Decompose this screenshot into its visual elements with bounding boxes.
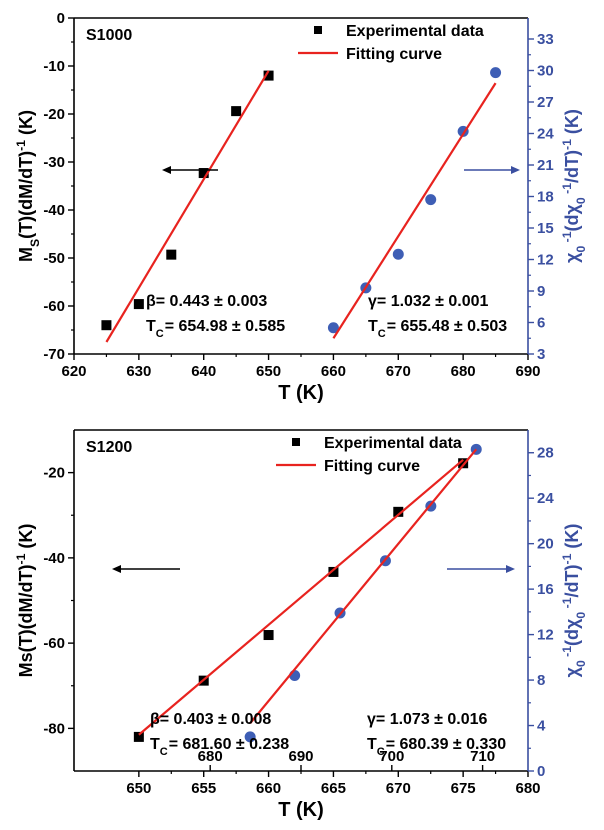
panel1-fit-line-left [105,70,270,343]
panel1-y-left-tick-label: -20 [43,106,65,123]
panel1-y-left-tick-label: -10 [43,58,65,75]
panel2-y-right-tick-label: 12 [537,627,554,644]
panel2-legend-experimental: Experimental data [324,435,462,452]
panel1-data-point-circle [327,322,339,334]
panel2-title: S1200 [86,439,132,456]
panel1-legend-experimental: Experimental data [346,23,484,40]
panel2-data-point-square [458,458,469,469]
panel1-y-left-tick-label: -50 [43,250,65,267]
panel2-x-tick-label: 680 [515,780,540,797]
panel2-arrow-left-head [112,565,121,573]
panel2-x-top-tick-label: 700 [379,748,404,765]
panel2-x-tick-label: 655 [191,780,216,797]
panel2-y-left-tick-label: -40 [43,550,65,567]
panel1-y-right-tick-label: 3 [537,346,545,363]
panel1-annotations-left-exponent: β= 0.443 ± 0.003 [146,293,267,310]
panel1-data-point-circle [425,194,437,206]
panel1-x-tick-label: 690 [515,363,540,380]
panel2-legend-square-marker [292,438,300,446]
panel2-y-right-tick-label: 24 [537,490,554,507]
panel1-y-left-axis-label: MS(T)(dM/dT)-1 (K) [14,110,42,262]
panel2-annotations-left-tc: TC= 681.60 ± 0.238 [150,736,289,758]
panel2-x-axis-label: T (K) [278,799,324,821]
panel2-x-tick-label: 670 [386,780,411,797]
panel2-y-left-tick-label: -20 [43,465,65,482]
panel1-arrow-left-head [162,166,171,174]
panel2-annotations-left-exponent: β= 0.403 ± 0.008 [150,711,271,728]
panel1-y-left-tick-label: -60 [43,298,65,315]
panel2-y-right-axis-label: χ0 -1(dχ0 -1/dT)-1 (K) [560,524,588,678]
panel1-y-right-tick-label: 24 [537,126,554,143]
panel2-data-point-circle [244,731,256,743]
panel1-data-point-circle [490,67,502,79]
panel1-data-point-square [101,320,112,331]
panel1-title: S1000 [86,27,132,44]
panel2-y-right-tick-label: 0 [537,763,545,780]
panel1-y-right-tick-label: 33 [537,31,554,48]
panel1-y-left-tick-label: -70 [43,346,65,363]
panel2-y-left-axis-label: Ms(T)(dM/dT)-1 (K) [14,524,36,678]
panel2-arrow-right-head [506,565,515,573]
panel1-y-right-tick-label: 27 [537,94,554,111]
panel1-x-tick-label: 620 [61,363,86,380]
panel1-y-right-tick-label: 9 [537,283,545,300]
panel1-y-right-tick-label: 30 [537,63,554,80]
panel1-y-left-tick-label: -30 [43,154,65,171]
panel1-annotations-left-tc: TC= 654.98 ± 0.585 [146,318,285,340]
panel1-data-point-circle [392,248,404,260]
panel2-data-point-square [328,566,339,577]
panel2-data-point-square [263,630,274,641]
panel1-x-tick-label: 660 [321,363,346,380]
panel2-y-right-tick-label: 20 [537,536,554,553]
panel1-annotations-right-exponent: γ= 1.032 ± 0.001 [368,293,489,310]
panel2-y-left-tick-label: -80 [43,720,65,737]
panel1-annotations-right-tc: TC= 655.48 ± 0.503 [368,318,507,340]
panel2-legend-fitting: Fitting curve [324,458,420,475]
panel2-x-tick-label: 660 [256,780,281,797]
panel1-data-point-square [231,106,242,117]
panel1-x-tick-label: 670 [386,363,411,380]
panel2-x-tick-label: 675 [451,780,476,797]
panel1-x-tick-label: 680 [451,363,476,380]
panel2-y-right-tick-label: 28 [537,445,554,462]
panel1-data-point-square [198,168,209,179]
panel1-arrow-right-head [511,166,520,174]
panel1-fit-line-right [332,82,497,339]
panel2-x-top-tick-label: 710 [470,748,495,765]
panel1-y-right-tick-label: 6 [537,315,545,332]
panel1-y-right-axis-label: χ0 -1(dχ0 -1/dT)-1 (K) [560,109,588,263]
panel2-data-point-square [133,731,144,742]
panel1-y-right-tick-label: 18 [537,189,554,206]
panel1-y-left-tick-label: -40 [43,202,65,219]
panel2-y-left-tick-label: -60 [43,635,65,652]
panel2-x-top-tick-label: 680 [198,748,223,765]
panel1-legend-fitting: Fitting curve [346,46,442,63]
panel1-x-tick-label: 640 [191,363,216,380]
panel2-x-top-tick-label: 690 [288,748,313,765]
panel2-annotations-right-tc: TC= 680.39 ± 0.330 [367,736,506,758]
panel2-y-right-tick-label: 16 [537,581,554,598]
panel1-y-right-tick-label: 21 [537,157,554,174]
panel2-x-tick-label: 650 [126,780,151,797]
panel1-x-axis-label: T (K) [278,382,324,404]
panel1-legend-square-marker [314,26,322,34]
panel2-annotations-right-exponent: γ= 1.073 ± 0.016 [367,711,488,728]
panel1-x-tick-label: 650 [256,363,281,380]
panel1-data-point-square [166,249,177,260]
panel1-y-right-tick-label: 15 [537,220,554,237]
panel2-fit-line-left [138,458,464,736]
panel2-data-point-square [393,506,404,517]
panel1-x-tick-label: 630 [126,363,151,380]
panel1-y-right-tick-label: 12 [537,252,554,269]
panel2-y-right-tick-label: 4 [537,718,546,735]
panel1-data-point-square [133,299,144,310]
panel2-x-tick-label: 665 [321,780,346,797]
panel1-data-point-square [263,70,274,81]
panel2-fit-line-right [249,448,478,724]
panel1-y-left-tick-label: 0 [57,10,65,27]
panel2-y-right-tick-label: 8 [537,672,545,689]
